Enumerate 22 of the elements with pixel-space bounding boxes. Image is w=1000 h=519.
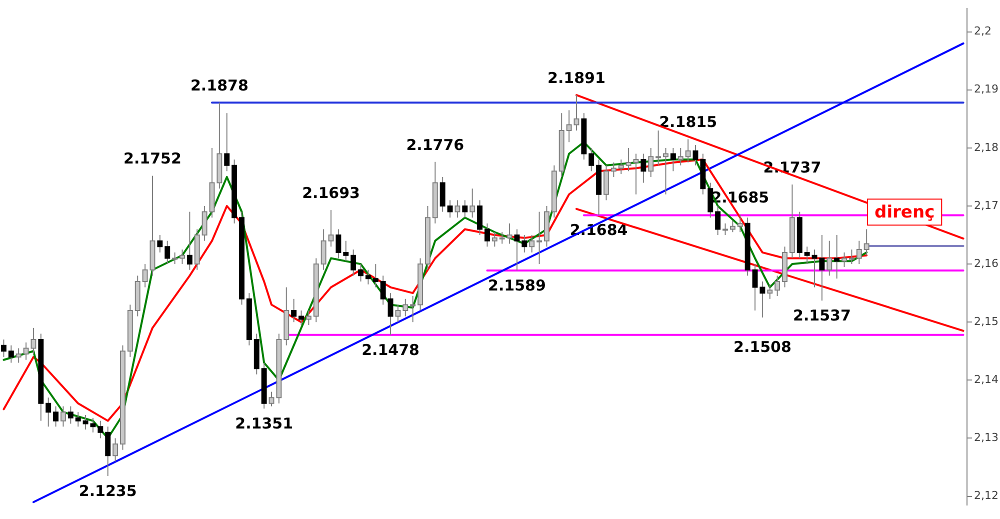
annotation: 2.1351 xyxy=(235,414,294,433)
y-tick-label: 2,15 xyxy=(974,314,998,328)
annotation: 2.1478 xyxy=(362,340,420,359)
annotation: 2.1693 xyxy=(302,184,360,202)
y-tick-label: 2,19 xyxy=(974,82,998,96)
annotation: 2.1891 xyxy=(548,69,606,87)
y-tick-label: 2,12 xyxy=(974,489,998,502)
annotation: 2.1776 xyxy=(406,136,464,154)
annotation: 2.1589 xyxy=(488,276,546,294)
annotation: 2.1878 xyxy=(190,76,248,95)
annotation: 2.1235 xyxy=(78,482,137,500)
y-tick-label: 2,2 xyxy=(974,24,992,38)
y-tick-label: 2,17 xyxy=(974,198,998,212)
y-tick-label: 2,18 xyxy=(974,140,998,154)
series-label: direnç xyxy=(874,202,935,223)
annotation: 2.1508 xyxy=(733,338,792,356)
y-tick-label: 2,13 xyxy=(974,431,998,444)
annotation: 2.1537 xyxy=(793,306,851,325)
y-tick-label: 2,14 xyxy=(974,373,998,386)
annotation: 2.1752 xyxy=(124,150,182,168)
annotation: 2.1815 xyxy=(659,113,718,132)
y-tick-label: 2,16 xyxy=(974,256,998,270)
